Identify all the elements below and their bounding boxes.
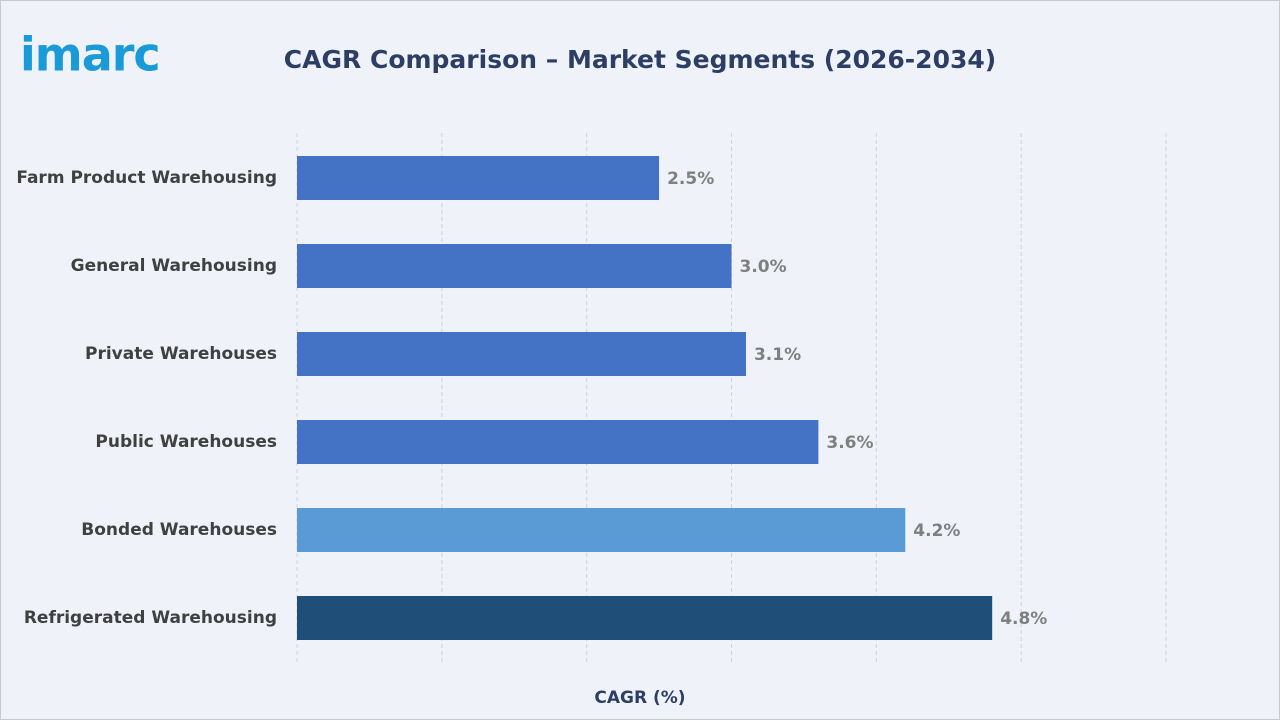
value-label: 3.1%: [754, 345, 801, 365]
y-tick-label: Private Warehouses: [85, 344, 277, 364]
bar: [297, 156, 660, 200]
bar: [297, 596, 993, 640]
value-label: 4.8%: [1000, 609, 1047, 629]
y-tick-label: Refrigerated Warehousing: [24, 608, 277, 628]
y-tick-label: Farm Product Warehousing: [16, 168, 277, 188]
chart-title: CAGR Comparison – Market Segments (2026-…: [284, 45, 996, 74]
y-tick-label: Bonded Warehouses: [81, 520, 277, 540]
value-label: 2.5%: [667, 169, 714, 189]
value-label: 3.6%: [826, 433, 873, 453]
bar: [297, 332, 746, 376]
y-tick-label: General Warehousing: [71, 256, 277, 276]
bar: [297, 244, 732, 288]
y-tick-label: Public Warehouses: [95, 432, 277, 452]
x-axis-label: CAGR (%): [594, 688, 685, 708]
bar: [297, 420, 819, 464]
value-label: 3.0%: [740, 257, 787, 277]
bar: [297, 508, 906, 552]
value-label: 4.2%: [913, 521, 960, 541]
logo: imarc: [20, 28, 160, 82]
